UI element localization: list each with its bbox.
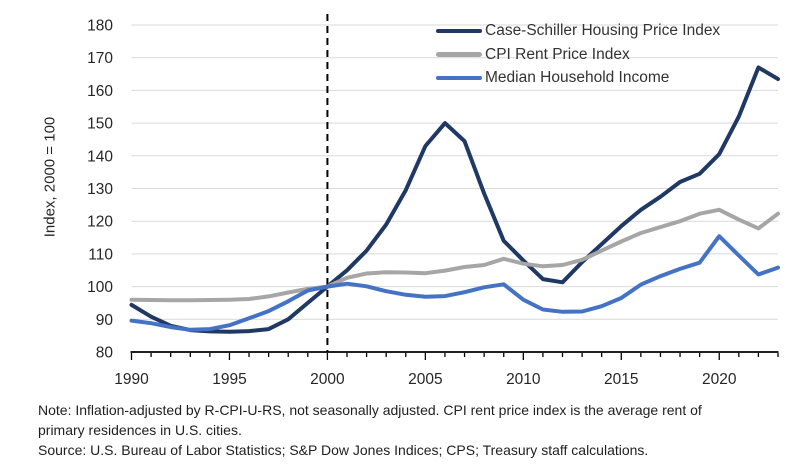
x-tick-label: 2010 [506, 371, 541, 388]
footnotes: Note: Inflation-adjusted by R-CPI-U-RS, … [38, 401, 750, 461]
y-tick-label: 120 [87, 214, 113, 231]
legend-item-median-income: Median Household Income [436, 69, 670, 86]
y-tick-label: 90 [96, 312, 114, 329]
y-tick-label: 160 [87, 83, 113, 100]
legend-line-swatch-blue [436, 75, 482, 81]
y-tick-label: 110 [88, 246, 113, 263]
legend-item-cpi-rent: CPI Rent Price Index [436, 45, 630, 63]
x-tick-label: 2015 [604, 371, 638, 388]
series-cpi-rent-price-index [129, 207, 780, 303]
y-tick-label: 140 [87, 148, 113, 165]
x-tick-label: 2000 [310, 371, 345, 388]
x-tick-label: 1990 [114, 371, 149, 388]
note-text: Note: Inflation-adjusted by R-CPI-U-RS, … [38, 402, 702, 438]
legend-line-swatch-navy [436, 28, 482, 34]
y-tick-label: 170 [87, 50, 113, 67]
series-median-household-income [129, 234, 780, 332]
y-tick-label: 80 [96, 345, 114, 362]
y-tick-label: 150 [87, 116, 113, 133]
x-tick-label: 2005 [408, 371, 442, 388]
legend-label: Median Household Income [485, 69, 670, 86]
legend-label: Case-Schiller Housing Price Index [485, 22, 721, 39]
x-tick-label: 2020 [702, 371, 737, 388]
legend-label: CPI Rent Price Index [485, 45, 630, 63]
y-tick-label: 100 [87, 279, 113, 296]
legend-line-swatch-gray [436, 52, 482, 57]
x-tick-label: 1995 [212, 371, 246, 388]
line-chart: 1990 1995 2000 2005 2010 2015 2020 80 90 100 110 12… [87, 14, 780, 388]
y-tick-label: 130 [87, 181, 113, 198]
source-text: Source: U.S. Bureau of Labor Statistics;… [38, 441, 649, 458]
y-tick-label: 180 [87, 18, 113, 35]
legend-item-case-schiller: Case-Schiller Housing Price Index [436, 22, 721, 39]
y-axis-title: Index, 2000 = 100 [41, 116, 59, 238]
series-case-schiller-housing-price-index [129, 65, 780, 334]
